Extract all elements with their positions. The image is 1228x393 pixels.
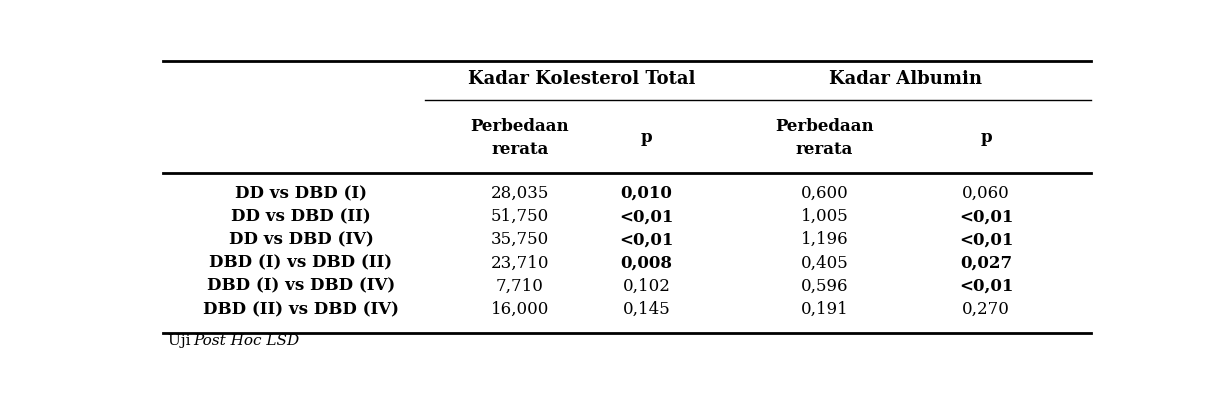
Text: p: p (641, 129, 652, 147)
Text: DD vs DBD (II): DD vs DBD (II) (231, 208, 371, 225)
Text: 0,145: 0,145 (623, 301, 670, 318)
Text: 0,060: 0,060 (963, 185, 1011, 202)
Text: 0,102: 0,102 (623, 278, 670, 295)
Text: <0,01: <0,01 (959, 231, 1013, 248)
Text: Perbedaan
rerata: Perbedaan rerata (775, 118, 874, 158)
Text: DBD (I) vs DBD (IV): DBD (I) vs DBD (IV) (206, 278, 395, 295)
Text: 0,596: 0,596 (801, 278, 849, 295)
Text: 0,027: 0,027 (960, 255, 1012, 272)
Text: 28,035: 28,035 (491, 185, 549, 202)
Text: DD vs DBD (IV): DD vs DBD (IV) (228, 231, 373, 248)
Text: 0,010: 0,010 (620, 185, 673, 202)
Text: <0,01: <0,01 (619, 231, 674, 248)
Text: <0,01: <0,01 (959, 278, 1013, 295)
Text: DBD (I) vs DBD (II): DBD (I) vs DBD (II) (210, 255, 393, 272)
Text: 7,710: 7,710 (496, 278, 544, 295)
Text: p: p (980, 129, 992, 147)
Text: 35,750: 35,750 (491, 231, 549, 248)
Text: <0,01: <0,01 (959, 208, 1013, 225)
Text: 0,270: 0,270 (963, 301, 1011, 318)
Text: Post Hoc LSD: Post Hoc LSD (194, 334, 300, 348)
Text: 0,405: 0,405 (801, 255, 849, 272)
Text: Kadar Kolesterol Total: Kadar Kolesterol Total (468, 70, 695, 88)
Text: 0,008: 0,008 (620, 255, 673, 272)
Text: DBD (II) vs DBD (IV): DBD (II) vs DBD (IV) (203, 301, 399, 318)
Text: 0,600: 0,600 (801, 185, 849, 202)
Text: DD vs DBD (I): DD vs DBD (I) (235, 185, 367, 202)
Text: 23,710: 23,710 (491, 255, 549, 272)
Text: Uji: Uji (168, 334, 195, 348)
Text: Perbedaan
rerata: Perbedaan rerata (470, 118, 570, 158)
Text: <0,01: <0,01 (619, 208, 674, 225)
Text: Kadar Albumin: Kadar Albumin (829, 70, 982, 88)
Text: 1,005: 1,005 (801, 208, 849, 225)
Text: 1,196: 1,196 (801, 231, 849, 248)
Text: 0,191: 0,191 (801, 301, 849, 318)
Text: 51,750: 51,750 (491, 208, 549, 225)
Text: 16,000: 16,000 (491, 301, 549, 318)
